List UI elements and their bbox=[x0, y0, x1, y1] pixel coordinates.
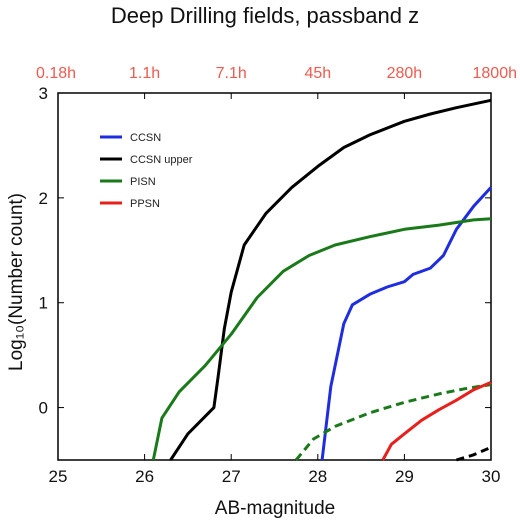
legend-entry-label: PPSN bbox=[130, 198, 160, 210]
legend-entry-label: CCSN bbox=[130, 132, 161, 144]
y-tick-label: 3 bbox=[39, 84, 48, 103]
x-axis-label: AB-magnitude bbox=[215, 498, 335, 519]
series-line bbox=[151, 217, 492, 461]
top-axis-tick-label: 1800h bbox=[473, 65, 518, 82]
top-axis-tick-label: 7.1h bbox=[216, 65, 247, 82]
legend-entry-label: CCSN upper bbox=[130, 154, 193, 166]
series-line bbox=[381, 381, 492, 461]
plot-area bbox=[57, 92, 492, 461]
y-tick-label: 1 bbox=[39, 294, 48, 313]
x-tick-label: 28 bbox=[308, 467, 327, 486]
series-line bbox=[320, 186, 493, 461]
y-tick-label: 2 bbox=[39, 189, 48, 208]
chart-title: Deep Drilling fields, passband z bbox=[111, 3, 419, 28]
series-line bbox=[169, 98, 492, 461]
legend: CCSN CCSN upper PISN PPSN bbox=[100, 132, 193, 210]
top-axis-tick-label: 0.18h bbox=[36, 65, 76, 82]
legend-entry-label: PISN bbox=[130, 176, 156, 188]
series-line bbox=[294, 383, 492, 461]
x-tick-label: 27 bbox=[222, 467, 241, 486]
series-line bbox=[455, 446, 492, 462]
top-axis-tick-label: 280h bbox=[387, 65, 423, 82]
x-tick-label: 25 bbox=[49, 467, 68, 486]
x-tick-label: 29 bbox=[395, 467, 414, 486]
x-tick-label: 30 bbox=[482, 467, 501, 486]
series-group bbox=[151, 98, 493, 462]
top-axis-ticks: 0.18h 1.1h 7.1h 45h 280h 1800h bbox=[36, 65, 517, 82]
y-tick-label: 0 bbox=[39, 399, 48, 418]
x-tick-label: 26 bbox=[135, 467, 154, 486]
top-axis-tick-label: 45h bbox=[304, 65, 331, 82]
axis-ticks: 25 26 27 28 29 30 0 1 2 3 bbox=[39, 84, 501, 486]
y-axis-label: Log₁₀(Number count) bbox=[6, 193, 27, 371]
top-axis-tick-label: 1.1h bbox=[129, 65, 160, 82]
